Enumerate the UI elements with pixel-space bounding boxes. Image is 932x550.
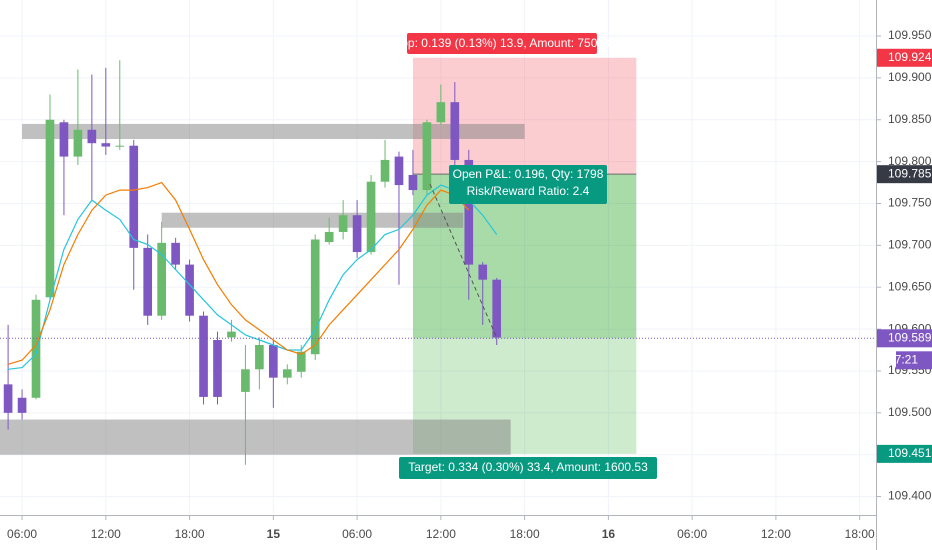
y-tick-label: 109.750 bbox=[888, 196, 932, 210]
candle-body bbox=[282, 369, 292, 378]
projection-line bbox=[429, 183, 498, 339]
candle-body bbox=[73, 129, 83, 157]
candle-body bbox=[143, 247, 153, 316]
x-tick-label: 06:00 bbox=[677, 527, 707, 541]
candle-body bbox=[3, 384, 13, 413]
price-tag bbox=[877, 165, 932, 184]
time-axis-bg bbox=[0, 515, 876, 550]
y-tick-label: 109.400 bbox=[888, 489, 932, 503]
candle-body bbox=[255, 345, 264, 370]
stop-label: Stop: 0.139 (0.13%) 13.9, Amount: 750.08 bbox=[390, 36, 614, 50]
candle-body bbox=[241, 369, 250, 392]
candle-body bbox=[408, 175, 418, 191]
candle-body bbox=[269, 345, 278, 378]
x-tick-label: 18:00 bbox=[510, 527, 540, 541]
countdown-tag bbox=[896, 351, 932, 370]
candle-body bbox=[171, 242, 180, 265]
candle-body bbox=[59, 122, 69, 157]
y-tick-label: 109.850 bbox=[888, 112, 932, 126]
stop-label-box bbox=[407, 33, 597, 54]
price-tag-label: 109.785 bbox=[888, 166, 932, 180]
moving-average bbox=[7, 181, 470, 365]
candle-body bbox=[324, 231, 334, 243]
moving-average bbox=[8, 184, 498, 370]
price-tag-label: 109.924 bbox=[888, 50, 932, 64]
candle-body bbox=[157, 242, 166, 316]
price-zone bbox=[22, 123, 525, 140]
price-tag bbox=[877, 329, 932, 348]
price-tag bbox=[877, 444, 932, 463]
candle-body bbox=[450, 102, 460, 160]
candle-body bbox=[380, 159, 390, 182]
stop-zone bbox=[412, 57, 637, 175]
y-tick-label: 109.650 bbox=[888, 279, 932, 293]
x-tick-label: 06:00 bbox=[342, 527, 372, 541]
candle-body bbox=[352, 215, 362, 253]
candle-body bbox=[213, 339, 222, 397]
pnl-label: Open P&L: 0.196, Qty: 1798 bbox=[453, 167, 604, 181]
x-tick-label: 18:00 bbox=[175, 527, 205, 541]
rr-label: Risk/Reward Ratio: 2.4 bbox=[467, 184, 590, 198]
x-tick-label: 06:00 bbox=[7, 527, 37, 541]
candle-body bbox=[115, 145, 125, 147]
price-zone bbox=[0, 419, 511, 455]
candle-body bbox=[436, 102, 446, 123]
candle-body bbox=[478, 264, 488, 280]
candle-body bbox=[227, 331, 236, 338]
y-tick-label: 109.800 bbox=[888, 154, 932, 168]
x-tick-label: 15 bbox=[267, 527, 281, 541]
candle-body bbox=[17, 397, 27, 413]
y-tick-label: 109.950 bbox=[888, 28, 932, 42]
candle-body bbox=[101, 143, 111, 147]
price-tag-label: 109.589 bbox=[888, 330, 932, 344]
candle-body bbox=[87, 129, 97, 144]
candle-body bbox=[185, 264, 194, 316]
candle-body bbox=[338, 215, 348, 232]
price-zone bbox=[161, 212, 464, 228]
candle-body bbox=[296, 351, 306, 372]
candle-body bbox=[45, 119, 55, 298]
target-label: Target: 0.334 (0.30%) 33.4, Amount: 1600… bbox=[408, 460, 648, 474]
y-tick-label: 109.700 bbox=[888, 238, 932, 252]
x-tick-label: 18:00 bbox=[845, 527, 875, 541]
x-tick-label: 16 bbox=[602, 527, 616, 541]
y-tick-label: 109.900 bbox=[888, 70, 932, 84]
candle-body bbox=[422, 122, 432, 191]
x-tick-label: 12:00 bbox=[761, 527, 791, 541]
price-tag bbox=[877, 48, 932, 67]
candle-body bbox=[464, 159, 474, 265]
x-tick-label: 12:00 bbox=[426, 527, 456, 541]
x-tick-label: 12:00 bbox=[91, 527, 121, 541]
candle-body bbox=[492, 279, 502, 338]
candle-body bbox=[129, 145, 139, 248]
candle-body bbox=[366, 181, 376, 253]
candle-body bbox=[394, 156, 404, 186]
y-tick-label: 109.500 bbox=[888, 405, 932, 419]
candle-body bbox=[310, 239, 320, 355]
candle-body bbox=[31, 299, 41, 398]
target-label-box bbox=[399, 457, 657, 479]
candle-body bbox=[199, 315, 208, 397]
countdown-label: 27:21 bbox=[888, 352, 918, 366]
pnl-label-box bbox=[449, 165, 607, 204]
price-tag-label: 109.451 bbox=[888, 446, 932, 460]
